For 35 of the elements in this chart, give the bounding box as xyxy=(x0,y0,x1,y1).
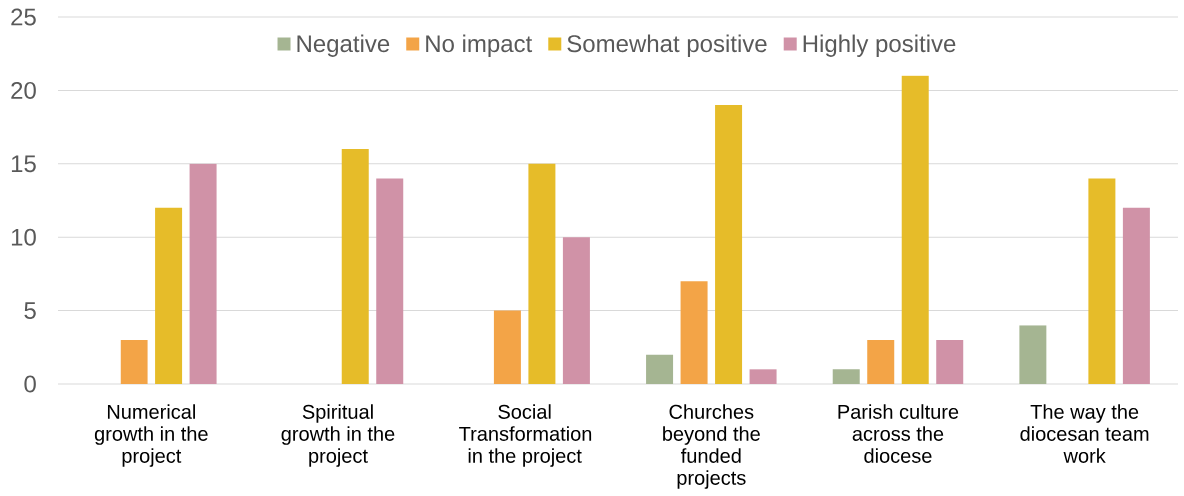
bar xyxy=(1088,178,1116,384)
y-tick-label: 20 xyxy=(11,81,36,99)
y-tick-label: 15 xyxy=(11,155,36,173)
bar xyxy=(715,105,743,384)
bar xyxy=(646,354,674,384)
bar xyxy=(1019,325,1047,384)
bar xyxy=(528,163,556,384)
bar xyxy=(1122,207,1150,384)
bar xyxy=(493,310,521,384)
y-tick-label: 5 xyxy=(24,302,36,319)
x-tick-label: Parish culture across the diocese xyxy=(838,404,959,463)
x-tick-label: Numerical growth in the project xyxy=(94,404,208,467)
bar xyxy=(376,178,404,384)
y-tick-label: 25 xyxy=(11,8,36,26)
x-tick-label: The way the diocesan team work xyxy=(1020,404,1149,463)
bar xyxy=(680,281,708,384)
bar xyxy=(189,163,217,384)
x-tick-label: Spiritual growth in the project xyxy=(281,404,395,467)
bar xyxy=(155,207,183,384)
bar xyxy=(120,339,148,384)
x-tick-label: Churches beyond the funded projects xyxy=(663,404,760,489)
legend-label: Negative xyxy=(297,34,390,57)
legend-label: No impact xyxy=(426,34,533,57)
bar xyxy=(562,237,590,384)
y-tick-label: 10 xyxy=(11,228,36,246)
bar xyxy=(341,149,369,384)
bar xyxy=(936,339,964,384)
bar xyxy=(901,75,929,384)
bar xyxy=(749,369,777,384)
x-tick-label: Social Transformation in the project xyxy=(459,404,592,467)
y-tick-label: 0 xyxy=(24,375,36,393)
legend-label: Somewhat positive xyxy=(567,34,767,57)
bar xyxy=(832,369,860,384)
bar xyxy=(867,339,895,384)
legend-label: Highly positive xyxy=(803,34,956,57)
